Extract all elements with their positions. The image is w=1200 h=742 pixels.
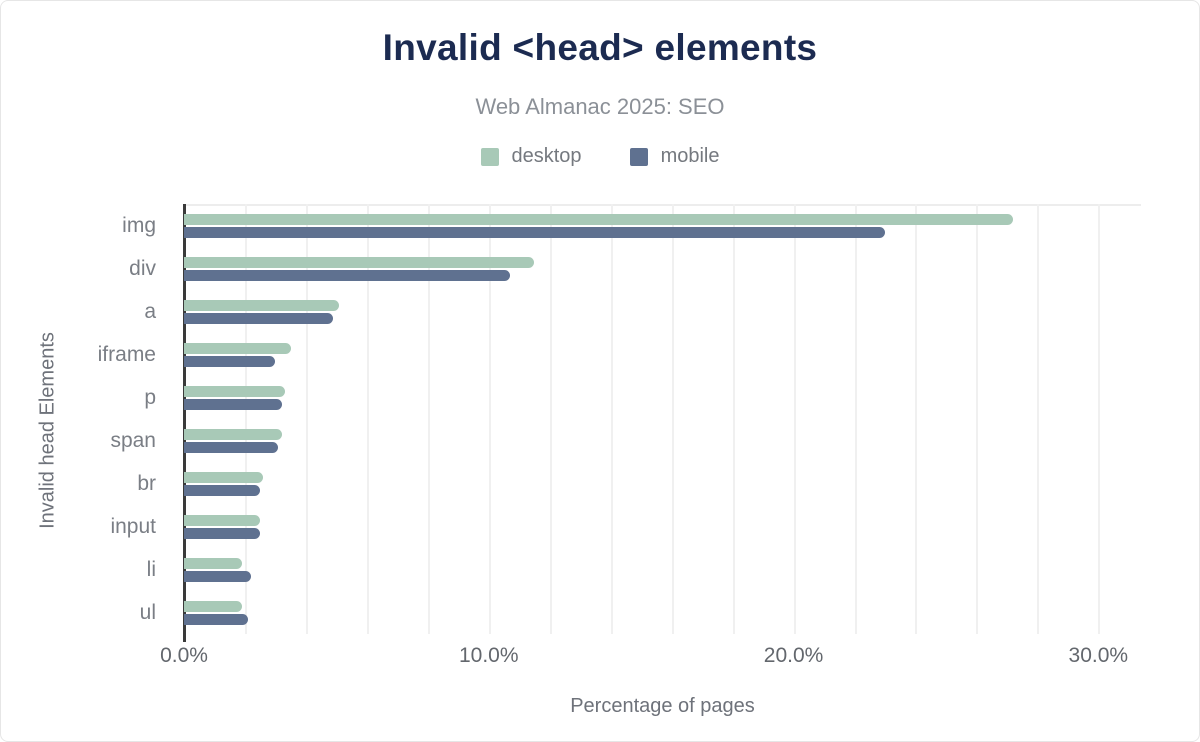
bar-group-a: [184, 290, 1141, 333]
y-tick-label-input: input: [110, 515, 156, 538]
bar-mobile-ul: [184, 613, 248, 625]
legend-label-desktop: desktop: [511, 145, 582, 167]
x-axis-title: Percentage of pages: [570, 695, 755, 717]
bar-mobile-p: [184, 398, 282, 410]
bar-group-ul: [184, 591, 1141, 634]
x-axis-ticks: 0.0% 10.0% 20.0% 30.0%: [160, 644, 1141, 674]
bar-desktop-ul: [184, 600, 242, 612]
bar-desktop-a: [184, 299, 340, 311]
legend-item-desktop: desktop: [480, 145, 582, 168]
bar-group-input: [184, 505, 1141, 548]
chart-title: Invalid <head> elements: [382, 27, 818, 68]
legend: desktop mobile: [1, 145, 1199, 168]
bar-mobile-br: [184, 484, 261, 496]
gridline-26pct: [976, 204, 979, 634]
bar-mobile-a: [184, 312, 334, 324]
y-tick-label-ul: ul: [139, 601, 156, 624]
bar-desktop-li: [184, 557, 242, 569]
plot-area: [183, 204, 1141, 642]
y-tick-label-li: li: [146, 558, 156, 581]
bar-group-div: [184, 247, 1141, 290]
chart-subtitle: Web Almanac 2025: SEO: [475, 94, 725, 119]
gridline-30pct: [1098, 204, 1101, 634]
legend-item-mobile: mobile: [629, 145, 720, 168]
y-tick-label-p: p: [144, 386, 156, 409]
bar-mobile-img: [184, 226, 885, 238]
gridline-22pct: [854, 204, 857, 634]
bar-desktop-p: [184, 385, 285, 397]
y-axis-baseline: [183, 204, 186, 642]
gridline-18pct: [732, 204, 735, 634]
y-tick-label-iframe: iframe: [97, 343, 156, 366]
x-tick-label-10pct: 10.0%: [458, 644, 519, 667]
y-tick-label-img: img: [122, 214, 156, 237]
gridline-10pct: [488, 204, 491, 634]
gridline-12pct: [549, 204, 552, 634]
gridline-8pct: [427, 204, 430, 634]
gridline-16pct: [671, 204, 674, 634]
bar-group-iframe: [184, 333, 1141, 376]
gridline-6pct: [366, 204, 369, 634]
gridline-2pct: [244, 204, 247, 634]
gridline-20pct: [793, 204, 796, 634]
bar-mobile-li: [184, 570, 252, 582]
plot-top-border: [184, 204, 1141, 206]
bar-group-img: [184, 204, 1141, 247]
bar-mobile-input: [184, 527, 261, 539]
x-tick-label-0pct: 0.0%: [160, 644, 208, 667]
legend-label-mobile: mobile: [660, 145, 720, 167]
gridline-24pct: [915, 204, 918, 634]
x-tick-label-20pct: 20.0%: [763, 644, 824, 667]
gridline-28pct: [1037, 204, 1040, 634]
legend-swatch-desktop-icon: [480, 147, 499, 166]
y-tick-label-div: div: [129, 257, 156, 280]
bar-mobile-span: [184, 441, 279, 453]
gridline-14pct: [610, 204, 613, 634]
y-tick-label-a: a: [144, 300, 156, 323]
bar-desktop-input: [184, 514, 261, 526]
bar-desktop-img: [184, 213, 1013, 225]
gridline-4pct: [305, 204, 308, 634]
bar-group-span: [184, 419, 1141, 462]
bar-group-p: [184, 376, 1141, 419]
bar-desktop-iframe: [184, 342, 291, 354]
y-tick-label-br: br: [137, 472, 156, 495]
bar-mobile-div: [184, 269, 511, 281]
x-tick-label-30pct: 30.0%: [1068, 644, 1129, 667]
bar-mobile-iframe: [184, 355, 276, 367]
bar-group-br: [184, 462, 1141, 505]
bar-desktop-span: [184, 428, 282, 440]
legend-swatch-mobile-icon: [629, 147, 648, 166]
y-tick-label-span: span: [110, 429, 156, 452]
bar-desktop-br: [184, 471, 264, 483]
bar-group-li: [184, 548, 1141, 591]
bar-desktop-div: [184, 256, 535, 268]
